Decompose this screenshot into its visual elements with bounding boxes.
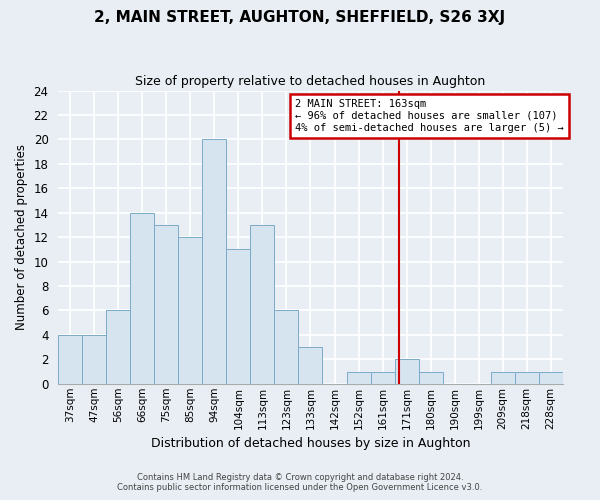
Bar: [274, 310, 298, 384]
Bar: [347, 372, 371, 384]
Bar: [82, 335, 106, 384]
Bar: [515, 372, 539, 384]
Text: Contains HM Land Registry data © Crown copyright and database right 2024.
Contai: Contains HM Land Registry data © Crown c…: [118, 473, 482, 492]
Bar: [491, 372, 515, 384]
Bar: [371, 372, 395, 384]
Text: 2 MAIN STREET: 163sqm
← 96% of detached houses are smaller (107)
4% of semi-deta: 2 MAIN STREET: 163sqm ← 96% of detached …: [295, 100, 564, 132]
Bar: [226, 250, 250, 384]
Bar: [178, 237, 202, 384]
Bar: [298, 347, 322, 384]
Bar: [250, 225, 274, 384]
Text: 2, MAIN STREET, AUGHTON, SHEFFIELD, S26 3XJ: 2, MAIN STREET, AUGHTON, SHEFFIELD, S26 …: [94, 10, 506, 25]
Bar: [106, 310, 130, 384]
Bar: [539, 372, 563, 384]
X-axis label: Distribution of detached houses by size in Aughton: Distribution of detached houses by size …: [151, 437, 470, 450]
Y-axis label: Number of detached properties: Number of detached properties: [15, 144, 28, 330]
Bar: [202, 140, 226, 384]
Bar: [419, 372, 443, 384]
Title: Size of property relative to detached houses in Aughton: Size of property relative to detached ho…: [136, 75, 485, 88]
Bar: [58, 335, 82, 384]
Bar: [395, 360, 419, 384]
Bar: [154, 225, 178, 384]
Bar: [130, 212, 154, 384]
